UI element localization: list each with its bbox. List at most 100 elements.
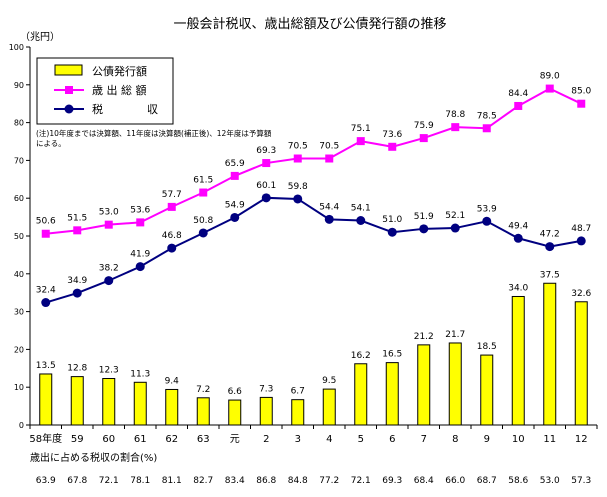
expenditure-label: 85.0 [571, 87, 591, 97]
share-value: 82.7 [193, 476, 213, 486]
x-tick-label: 2 [263, 434, 269, 445]
y-tick-label: 0 [19, 421, 24, 430]
expenditure-point [577, 99, 586, 108]
tax-revenue-label: 52.1 [445, 211, 465, 221]
x-tick-label: 7 [421, 434, 427, 445]
y-tick-label: 30 [14, 308, 24, 317]
bond-bar [354, 363, 368, 426]
tax-revenue-label: 41.9 [130, 250, 150, 260]
x-tick-label: 60 [102, 434, 115, 445]
share-row-label: 歳出に占める税収の割合(%) [30, 451, 157, 464]
expenditure-label: 53.6 [130, 205, 150, 215]
share-value: 81.1 [162, 476, 182, 486]
x-tick-label: 元 [230, 434, 240, 445]
bond-bar-label: 12.3 [99, 366, 119, 376]
bond-bar-label: 16.5 [382, 350, 402, 360]
bond-bar-label: 21.7 [445, 330, 465, 340]
share-value: 63.9 [36, 476, 56, 486]
bond-bar-label: 16.2 [351, 351, 371, 361]
tax-revenue-label: 48.7 [571, 224, 591, 234]
bond-bar [417, 344, 431, 426]
tax-revenue-label: 38.2 [99, 264, 119, 274]
tax-revenue-point [230, 212, 240, 222]
tax-revenue-label: 51.0 [382, 215, 402, 225]
bond-bar [322, 388, 336, 426]
expenditure-point [293, 154, 302, 163]
expenditure-point [514, 101, 523, 110]
y-tick-label: 20 [14, 345, 24, 354]
bond-bar-label: 21.2 [414, 332, 434, 342]
y-tick-label: 100 [9, 43, 24, 52]
expenditure-point [199, 188, 208, 197]
x-tick-label: 63 [197, 434, 210, 445]
tax-revenue-label: 60.1 [256, 181, 276, 191]
legend-label-tax: 税 収 [92, 102, 158, 116]
expenditure-point [482, 124, 491, 133]
tax-revenue-label: 51.9 [414, 212, 434, 222]
tax-revenue-label: 46.8 [162, 231, 182, 241]
expenditure-label: 78.8 [445, 110, 465, 120]
expenditure-label: 75.9 [414, 121, 434, 131]
x-tick-label: 12 [575, 434, 588, 445]
y-tick-label: 90 [14, 81, 24, 90]
tax-revenue-point [356, 216, 366, 226]
tax-revenue-point [198, 228, 208, 238]
x-tick-label: 58年度 [29, 432, 62, 445]
expenditure-point [136, 218, 145, 227]
expenditure-label: 78.5 [477, 111, 497, 121]
bar-series-bonds [39, 282, 588, 426]
tax-revenue-point [72, 288, 82, 298]
x-tick-label: 6 [389, 434, 395, 445]
x-tick-label: 59 [71, 434, 84, 445]
axes: 0 10 20 30 40 50 60 70 80 90 100 [9, 43, 598, 430]
tax-revenue-label: 54.9 [225, 200, 245, 210]
tax-revenue-line [45, 196, 582, 304]
y-tick-label: 50 [14, 232, 24, 241]
y-tick-label: 60 [14, 194, 24, 203]
x-tick-label: 62 [165, 434, 178, 445]
share-value: 78.1 [130, 476, 150, 486]
expenditure-point [167, 202, 176, 211]
expenditure-point [104, 220, 113, 229]
bond-bar-label: 32.6 [571, 289, 591, 299]
y-tick-label: 40 [14, 270, 24, 279]
x-tick-label: 11 [543, 434, 556, 445]
share-value: 68.4 [414, 476, 434, 486]
expenditure-label: 70.5 [319, 142, 339, 152]
expenditure-point [73, 226, 82, 235]
expenditure-point [41, 229, 50, 238]
bond-bar-label: 12.8 [67, 364, 87, 374]
bond-bar [448, 342, 462, 426]
tax-revenue-label: 47.2 [540, 230, 560, 240]
y-tick-label: 80 [14, 119, 24, 128]
expenditure-label: 73.6 [382, 130, 402, 140]
y-tick-label: 70 [14, 156, 24, 165]
line-series [41, 84, 586, 308]
expenditure-label: 53.0 [99, 208, 119, 218]
bond-bar-label: 18.5 [477, 342, 497, 352]
expenditure-label: 84.4 [508, 89, 528, 99]
expenditure-line [45, 87, 582, 235]
tax-revenue-label: 54.4 [319, 202, 339, 212]
y-tick-label: 10 [14, 383, 24, 392]
bond-bar [543, 282, 557, 426]
expenditure-point [262, 159, 271, 168]
data-labels: 13.5 12.8 12.3 11.3 9.4 7.2 6.6 7.3 6.7 9.5 16.2 16… [36, 72, 592, 397]
tax-revenue-point [261, 193, 271, 203]
tax-revenue-point [324, 214, 334, 224]
share-value: 58.6 [508, 476, 528, 486]
share-value: 84.8 [288, 476, 308, 486]
bond-bar-label: 7.2 [196, 385, 210, 395]
x-tick-label: 10 [512, 434, 525, 445]
expenditure-point [230, 171, 239, 180]
bond-bar [259, 396, 273, 426]
legend-label-expenditure: 歳 出 総 額 [92, 83, 147, 97]
expenditure-label: 51.5 [67, 213, 87, 223]
bond-bar-label: 7.3 [259, 384, 273, 394]
expenditure-label: 61.5 [193, 176, 213, 186]
tax-revenue-point [545, 242, 555, 252]
tax-revenue-point [419, 224, 429, 234]
legend: 公債発行額 歳 出 総 額 税 収 [36, 57, 174, 125]
expenditure-label: 69.3 [256, 146, 276, 156]
tax-revenue-point [513, 233, 523, 243]
